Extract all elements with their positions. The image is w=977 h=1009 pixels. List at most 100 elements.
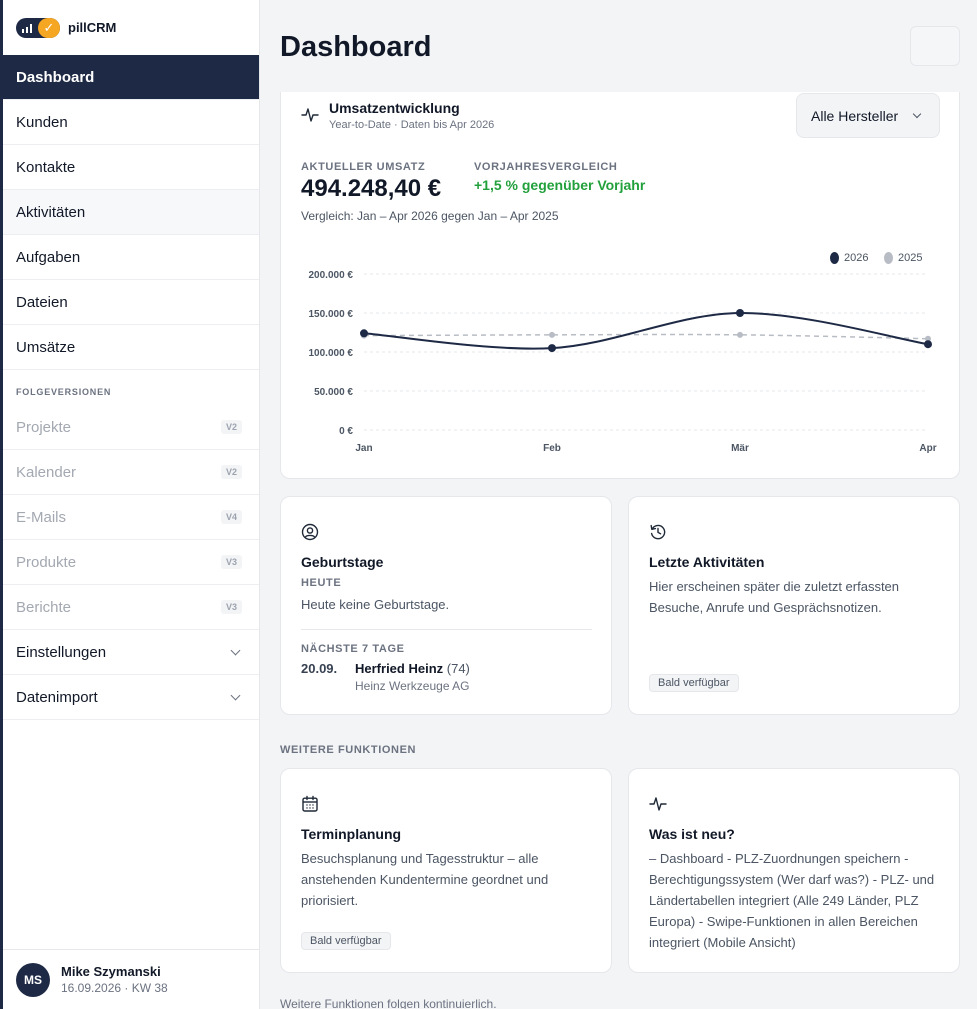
more-features-label: WEITERE FUNKTIONEN (280, 744, 417, 756)
coming-soon-badge: Bald verfügbar (301, 932, 391, 950)
sidebar-item-label: Kontakte (16, 158, 76, 176)
avatar: MS (16, 962, 50, 997)
chevron-down-icon (230, 645, 241, 656)
sidebar-item-einstellungen[interactable]: Einstellungen (3, 630, 259, 675)
user-profile[interactable]: MS Mike Szymanski 16.09.2026 · KW 38 (3, 949, 259, 1009)
version-badge: V4 (220, 510, 242, 524)
sidebar-section-label: FOLGEVERSIONEN (16, 387, 112, 397)
birthdays-card: Geburtstage HEUTE Heute keine Geburtstag… (280, 496, 612, 715)
version-badge: V2 (220, 420, 242, 434)
x-tick-label: Mär (731, 443, 749, 454)
planning-title: Terminplanung (301, 826, 402, 842)
y-tick-label: 50.000 € (314, 387, 353, 398)
data-point-2026 (360, 329, 368, 338)
data-point-2026 (924, 340, 932, 349)
sidebar-item-dateien[interactable]: Dateien (3, 280, 259, 325)
sidebar-item-label: E-Mails (16, 508, 67, 526)
birthday-date: 20.09. (301, 661, 338, 676)
sidebar-item-label: Produkte (16, 553, 77, 571)
y-tick-label: 0 € (339, 426, 353, 437)
today-label: HEUTE (301, 577, 342, 589)
activities-text: Hier erscheinen später die zuletzt erfas… (649, 579, 900, 615)
x-tick-label: Feb (543, 443, 561, 454)
y-tick-label: 200.000 € (309, 270, 354, 281)
planning-card: Terminplanung Besuchsplanung und Tagesst… (280, 768, 612, 973)
sidebar-item-label: Aktivitäten (16, 203, 86, 221)
sidebar-item-emails[interactable]: E-Mails V4 (3, 495, 259, 540)
sidebar-item-berichte[interactable]: Berichte V3 (3, 585, 259, 630)
sidebar-item-datenimport[interactable]: Datenimport (3, 675, 259, 720)
activity-icon (649, 797, 667, 811)
sidebar-item-label: Projekte (16, 418, 72, 436)
activity-icon (301, 108, 319, 122)
sidebar: ✓ pillCRM Dashboard Kunden Kontakte Akti… (0, 0, 260, 1009)
version-badge: V2 (220, 465, 242, 479)
revenue-card: Umsatzentwicklung Year-to-Date · Daten b… (280, 92, 960, 479)
sidebar-item-label: Dateien (16, 293, 68, 311)
birthday-age: (74) (446, 661, 470, 676)
sidebar-item-label: Einstellungen (16, 643, 107, 661)
manufacturer-select[interactable]: Alle Hersteller (796, 93, 940, 138)
version-badge: V3 (220, 555, 242, 569)
compare-label: VORJAHRESVERGLEICH (474, 161, 618, 173)
sidebar-item-label: Berichte (16, 598, 72, 616)
sidebar-item-label: Kunden (16, 113, 68, 131)
legend-label: 2026 (844, 252, 869, 264)
birthdays-title: Geburtstage (301, 554, 384, 570)
main-content: Dashboard Umsatzentwicklung Year-to-Date… (260, 0, 977, 1009)
x-tick-label: Apr (919, 443, 936, 454)
data-point-2026 (548, 344, 556, 353)
sidebar-item-label: Kalender (16, 463, 77, 481)
sidebar-item-kalender[interactable]: Kalender V2 (3, 450, 259, 495)
data-point-2025 (737, 331, 743, 338)
activities-card: Letzte Aktivitäten Hier erscheinen späte… (628, 496, 960, 715)
data-point-2025 (549, 331, 555, 338)
header-action-button[interactable] (910, 26, 960, 66)
birthday-company: Heinz Werkzeuge AG (355, 679, 470, 693)
sidebar-item-kunden[interactable]: Kunden (3, 100, 259, 145)
current-revenue-label: AKTUELLER UMSATZ (301, 161, 426, 173)
sidebar-item-label: Umsätze (16, 338, 76, 356)
current-revenue-value: 494.248,40 € (301, 175, 442, 202)
user-circle-icon (301, 523, 319, 541)
sidebar-item-dashboard[interactable]: Dashboard (3, 55, 259, 100)
planning-text: Besuchsplanung und Tagesstruktur – alle … (301, 851, 549, 908)
news-card: Was ist neu? – Dashboard - PLZ-Zuordnung… (628, 768, 960, 973)
series-line-2025 (363, 333, 929, 340)
sidebar-item-label: Aufgaben (16, 248, 81, 266)
legend-item-2026[interactable]: 2026 (830, 252, 868, 264)
activities-title: Letzte Aktivitäten (649, 554, 765, 570)
compare-note: Vergleich: Jan – Apr 2026 gegen Jan – Ap… (301, 209, 559, 223)
y-tick-label: 100.000 € (309, 348, 354, 359)
legend-item-2025[interactable]: 2025 (884, 252, 922, 264)
calendar-icon (302, 795, 318, 812)
legend-swatch (830, 252, 839, 264)
data-point-2025 (925, 335, 931, 342)
legend-label: 2025 (898, 252, 923, 264)
sidebar-item-umsaetze[interactable]: Umsätze (3, 325, 259, 370)
user-name: Mike Szymanski (61, 964, 161, 979)
data-point-2026 (736, 309, 744, 317)
sidebar-item-projekte[interactable]: Projekte V2 (3, 405, 259, 450)
birthday-name: Herfried Heinz (355, 661, 444, 676)
news-text: – Dashboard - PLZ-Zuordnungen speichern … (649, 851, 935, 950)
legend-swatch (884, 252, 893, 264)
manufacturer-select-value: Alle Hersteller (811, 107, 899, 124)
sidebar-item-produkte[interactable]: Produkte V3 (3, 540, 259, 585)
revenue-title: Umsatzentwicklung (329, 100, 460, 116)
y-tick-label: 150.000 € (309, 309, 354, 320)
news-title: Was ist neu? (649, 826, 735, 842)
next-days-label: NÄCHSTE 7 TAGE (301, 643, 405, 655)
divider (301, 629, 592, 630)
compare-value: +1,5 % gegenüber Vorjahr (474, 177, 646, 193)
series-line-2026 (363, 311, 929, 350)
page-title: Dashboard (280, 31, 432, 63)
user-date: 16.09.2026 · KW 38 (61, 981, 168, 995)
sidebar-item-kontakte[interactable]: Kontakte (3, 145, 259, 190)
sidebar-item-aufgaben[interactable]: Aufgaben (3, 235, 259, 280)
brand-name: pillCRM (68, 20, 117, 35)
sidebar-item-aktivitaeten[interactable]: Aktivitäten (3, 190, 259, 235)
sidebar-item-label: Dashboard (16, 68, 95, 86)
chevron-down-icon (230, 690, 241, 701)
brand[interactable]: ✓ pillCRM (3, 0, 259, 55)
